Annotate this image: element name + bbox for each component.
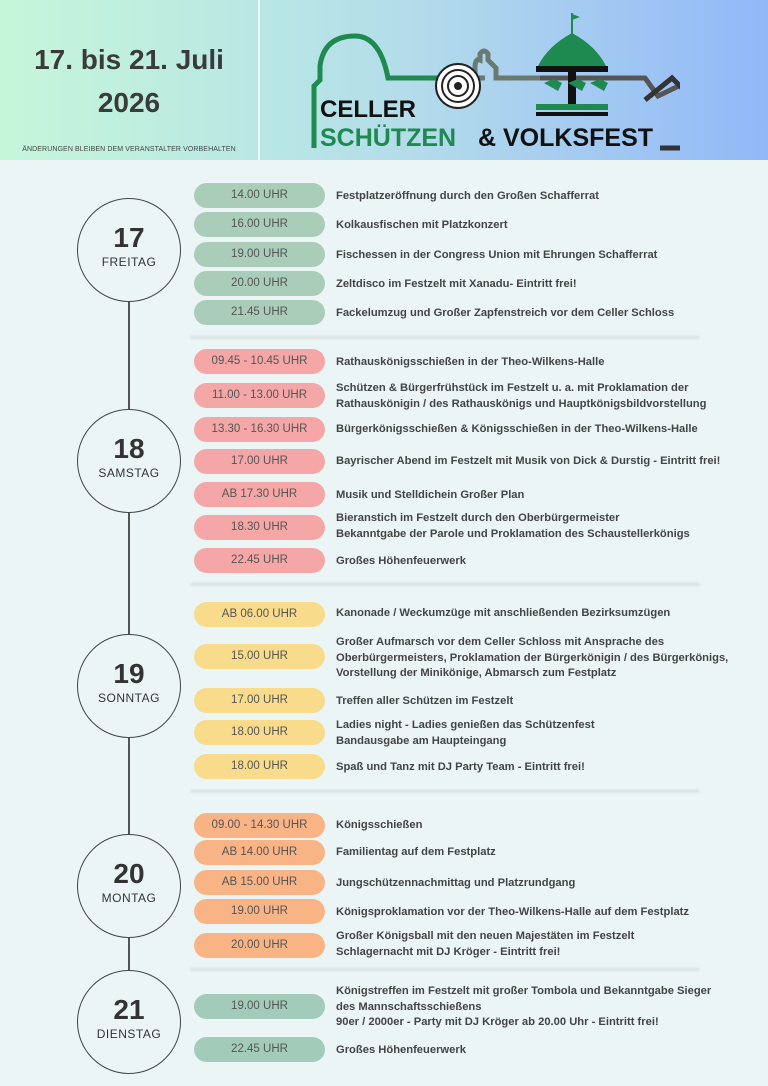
day-separator	[190, 790, 700, 794]
event-description: Musik und Stelldichein Großer Plan	[336, 489, 525, 501]
event-time: 22.45 UHR	[194, 548, 325, 573]
event-description: Jungschützennachmittag und Platzrundgang	[336, 877, 576, 889]
event-time: 09.45 - 10.45 UHR	[194, 349, 325, 374]
target-icon	[435, 63, 481, 109]
event-description: Kolkausfischen mit Platzkonzert	[336, 219, 508, 231]
event-description: Rathauskönigsschießen in der Theo-Wilken…	[336, 356, 605, 368]
event-description: Großer Aufmarsch vor dem Celler Schloss …	[336, 636, 729, 679]
weekday: FREITAG	[101, 255, 157, 269]
event-description: Königsproklamation vor der Theo-Wilkens-…	[336, 906, 689, 918]
event-description: Bieranstich im Festzelt durch den Oberbü…	[336, 512, 690, 540]
date-title: 17. bis 21. Juli 2026	[0, 38, 258, 124]
event-description: Schützen & Bürgerfrühstück im Festzelt u…	[336, 382, 707, 410]
day-circle-20: 20 MONTAG	[77, 834, 181, 938]
event-time: 18.30 UHR	[194, 515, 325, 540]
event-time: 14.00 UHR	[194, 183, 325, 208]
event-time: 19.00 UHR	[194, 994, 325, 1019]
event-time: 20.00 UHR	[194, 271, 325, 296]
weekday: SAMSTAG	[98, 466, 160, 480]
day-separator	[190, 968, 700, 972]
event-description: Spaß und Tanz mit DJ Party Team - Eintri…	[336, 761, 585, 773]
year: 2026	[97, 87, 161, 118]
carousel-icon	[536, 13, 608, 116]
event-description: Familientag auf dem Festplatz	[336, 846, 496, 858]
day-number: 20	[113, 858, 145, 889]
event-description: Ladies night - Ladies genießen das Schüt…	[336, 719, 595, 747]
festival-logo: CELLER SCHÜTZEN & VOLKSFEST	[311, 13, 680, 152]
event-time: AB 15.00 UHR	[194, 870, 325, 895]
event-description: Bürgerkönigsschießen & Königsschießen in…	[336, 423, 698, 435]
day-circle-17: 17 FREITAG	[77, 198, 181, 302]
day-number: 17	[113, 222, 145, 253]
event-time: 20.00 UHR	[194, 933, 325, 958]
event-time: AB 17.30 UHR	[194, 482, 325, 507]
event-description: Bayrischer Abend im Festzelt mit Musik v…	[336, 455, 721, 467]
day-separator	[190, 583, 700, 587]
svg-text:CELLER: CELLER	[320, 96, 416, 123]
event-description: Fischessen in der Congress Union mit Ehr…	[336, 249, 658, 261]
event-time: 11.00 - 13.00 UHR	[194, 383, 325, 408]
day-circle-19: 19 SONNTAG	[77, 634, 181, 738]
event-description: Kanonade / Weckumzüge mit anschließenden…	[336, 607, 671, 619]
event-description: Königstreffen im Festzelt mit großer Tom…	[336, 985, 712, 1028]
weekday: DIENSTAG	[96, 1027, 162, 1041]
day-separator	[190, 336, 700, 340]
day-number: 21	[113, 994, 145, 1025]
weekday: MONTAG	[101, 891, 157, 905]
header: 17. bis 21. Juli 2026 ÄNDERUNGEN BLEIBEN…	[0, 0, 768, 160]
event-description: Zeltdisco im Festzelt mit Xanadu- Eintri…	[336, 278, 577, 290]
event-time: 21.45 UHR	[194, 300, 325, 325]
weekday: SONNTAG	[98, 691, 160, 705]
event-time: 15.00 UHR	[194, 644, 325, 669]
disclaimer: ÄNDERUNGEN BLEIBEN DEM VERANSTALTER VORB…	[22, 146, 236, 153]
event-time: 19.00 UHR	[194, 242, 325, 267]
day-circle-18: 18 SAMSTAG	[77, 409, 181, 513]
event-description: Großes Höhenfeuerwerk	[336, 555, 466, 567]
day-number: 18	[113, 433, 145, 464]
event-time: 17.00 UHR	[194, 449, 325, 474]
event-time: 09.00 - 14.30 UHR	[194, 813, 325, 838]
event-time: 18.00 UHR	[194, 754, 325, 779]
date-range: 17. bis 21. Juli	[34, 44, 224, 75]
header-divider	[258, 0, 260, 160]
event-description: Fackelumzug und Großer Zapfenstreich vor…	[336, 307, 675, 319]
event-description: Königsschießen	[336, 819, 423, 831]
event-description: Festplatzeröffnung durch den Großen Scha…	[336, 190, 599, 202]
event-time: 13.30 - 16.30 UHR	[194, 417, 325, 442]
svg-text:SCHÜTZEN: SCHÜTZEN	[320, 123, 456, 152]
day-circle-21: 21 DIENSTAG	[77, 970, 181, 1074]
event-time: 19.00 UHR	[194, 899, 325, 924]
event-description: Großer Königsball mit den neuen Majestät…	[336, 930, 635, 958]
event-time: 16.00 UHR	[194, 212, 325, 237]
event-description: Treffen aller Schützen im Festzelt	[336, 695, 514, 707]
svg-text:& VOLKSFEST: & VOLKSFEST	[478, 124, 653, 152]
day-number: 19	[113, 658, 145, 689]
event-time: 17.00 UHR	[194, 688, 325, 713]
event-time: AB 14.00 UHR	[194, 840, 325, 865]
event-description: Großes Höhenfeuerwerk	[336, 1044, 466, 1056]
event-time: 22.45 UHR	[194, 1037, 325, 1062]
event-time: AB 06.00 UHR	[194, 602, 325, 627]
event-time: 18.00 UHR	[194, 720, 325, 745]
